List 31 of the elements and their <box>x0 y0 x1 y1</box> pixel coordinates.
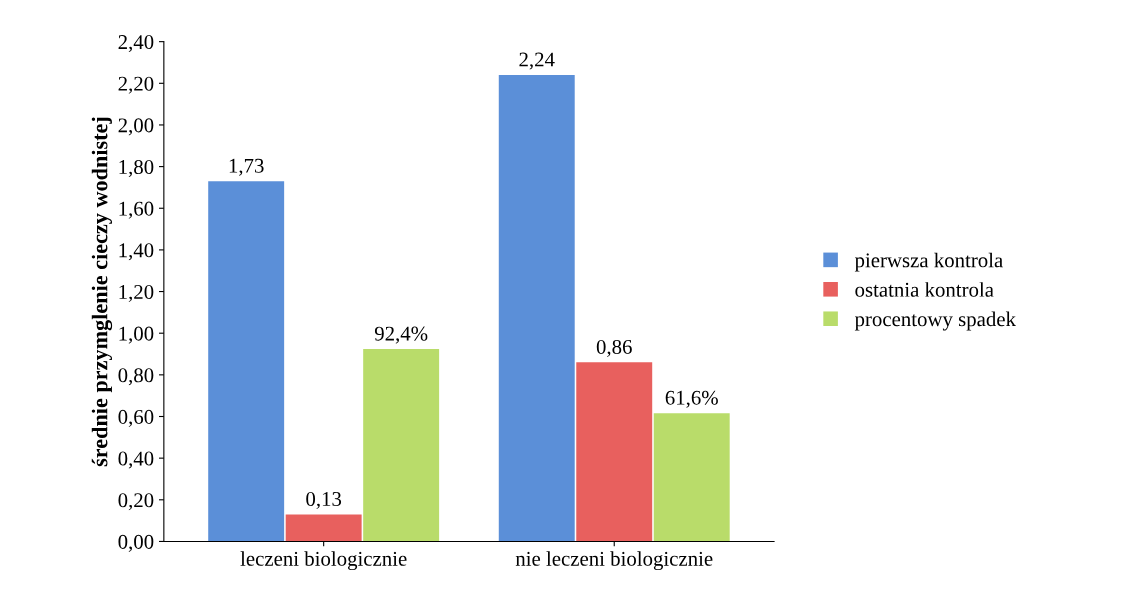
bar <box>653 413 730 542</box>
data-label: 2,24 <box>519 52 555 70</box>
x-tick-label: nie leczeni biologicznie <box>515 551 713 571</box>
legend-label: pierwsza kontrola <box>854 252 1003 272</box>
bar <box>208 181 285 542</box>
y-tick-label: 1,80 <box>119 159 154 178</box>
data-label: 92,4% <box>374 326 428 344</box>
legend-label: procentowy spadek <box>854 311 1016 331</box>
bar <box>363 349 440 542</box>
bar <box>576 362 653 542</box>
y-tick-label: 0,80 <box>118 368 154 386</box>
y-tick-label: 1,20 <box>119 284 154 302</box>
y-tick-label: 0,40 <box>118 451 154 469</box>
data-label: 1,73 <box>229 158 264 176</box>
bar <box>285 514 362 542</box>
y-axis-title: średnie przymglenie cieczy wodnistej <box>91 117 113 467</box>
data-label: 0,86 <box>596 339 632 357</box>
y-tick-label: 0,60 <box>118 409 154 427</box>
data-label: 61,6% <box>665 390 718 408</box>
y-tick-label: 0,20 <box>118 493 154 511</box>
y-tick-label: 1,40 <box>119 243 154 261</box>
x-tick-label: leczeni biologicznie <box>240 551 407 571</box>
y-tick-label: 2,20 <box>118 76 154 94</box>
bar <box>498 74 575 542</box>
y-tick-label: 1,00 <box>119 326 154 344</box>
y-tick-label: 1,60 <box>119 201 154 219</box>
y-tick-label: 0,00 <box>118 534 154 552</box>
legend-label: ostatnia kontrola <box>855 282 994 297</box>
y-tick-label: 2,00 <box>118 118 154 136</box>
y-tick-label: 2,40 <box>118 35 154 53</box>
data-label: 0,13 <box>306 491 342 509</box>
